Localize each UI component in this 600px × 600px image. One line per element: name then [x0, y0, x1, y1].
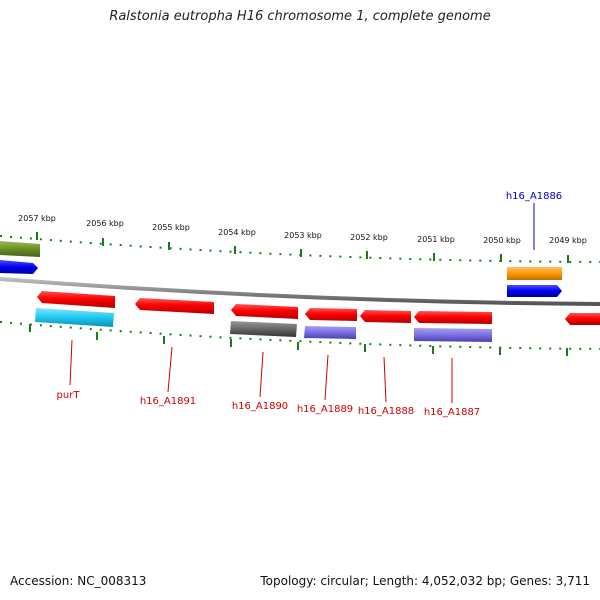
genome-summary: Topology: circular; Length: 4,052,032 bp… — [260, 574, 590, 588]
map-title: Ralstonia eutropha H16 chromosome 1, com… — [109, 9, 491, 24]
leader-purT — [69, 339, 73, 386]
ruler: 2057 kbp 2056 kbp 2055 kbp 2054 kbp 2053… — [18, 214, 587, 263]
leader-h16-A1890 — [259, 351, 264, 398]
inner-ruler-ticks — [29, 324, 568, 356]
label-leaders — [69, 203, 535, 403]
feature-blue-left — [0, 260, 38, 274]
leader-h16-A1888 — [383, 356, 387, 403]
ruler-label: 2051 kbp — [417, 235, 455, 244]
ruler-label: 2049 kbp — [549, 236, 587, 245]
ruler-mark: 2055 kbp — [152, 223, 190, 250]
ruler-label: 2055 kbp — [152, 223, 190, 232]
gene-h16-A1889 — [305, 308, 357, 321]
feature-olive — [0, 241, 40, 257]
ruler-label: 2054 kbp — [218, 228, 256, 237]
ruler-label: 2057 kbp — [18, 214, 56, 223]
feature-slate-small — [304, 326, 356, 339]
gene-h16-A1887 — [414, 311, 492, 324]
ruler-mark: 2056 kbp — [86, 219, 124, 246]
gene-labels: purT h16_A1891 h16_A1890 h16_A1889 h16_A… — [57, 191, 563, 418]
leader-h16-A1889 — [324, 354, 329, 401]
feature-slate-large — [414, 328, 492, 342]
gene-purT — [37, 291, 115, 308]
leader-h16-A1891 — [167, 346, 173, 393]
gene-label: h16_A1888 — [358, 406, 414, 417]
feature-cyan — [35, 308, 114, 327]
ruler-label: 2053 kbp — [284, 231, 322, 240]
ruler-mark: 2054 kbp — [218, 228, 256, 254]
ruler-label: 2050 kbp — [483, 236, 521, 245]
ruler-mark: 2057 kbp — [18, 214, 56, 240]
gene-h16-A1891 — [135, 298, 214, 314]
ruler-mark: 2051 kbp — [417, 235, 455, 261]
accession-text: Accession: NC_008313 — [10, 574, 147, 588]
ruler-mark: 2052 kbp — [350, 233, 388, 259]
gene-label: h16_A1886 — [506, 191, 562, 202]
gene-h16-A1890 — [231, 304, 298, 319]
ruler-mark: 2049 kbp — [549, 236, 587, 263]
gene-label: h16_A1891 — [140, 396, 196, 407]
ruler-mark: 2050 kbp — [483, 236, 521, 262]
genome-backbone — [0, 277, 600, 306]
gene-h16-A1888 — [360, 310, 411, 323]
gene-label: h16_A1890 — [232, 401, 288, 412]
gene-label: h16_A1887 — [424, 407, 480, 418]
feature-gray — [230, 321, 297, 337]
feature-orange — [507, 267, 562, 280]
feature-red-right — [565, 313, 600, 325]
ruler-mark: 2053 kbp — [284, 231, 322, 257]
feature-h16-A1886 — [507, 285, 562, 297]
gene-label: h16_A1889 — [297, 404, 353, 415]
ruler-label: 2052 kbp — [350, 233, 388, 242]
ruler-label: 2056 kbp — [86, 219, 124, 228]
gene-label: purT — [57, 390, 81, 401]
inner-ruler-track — [0, 321, 600, 350]
